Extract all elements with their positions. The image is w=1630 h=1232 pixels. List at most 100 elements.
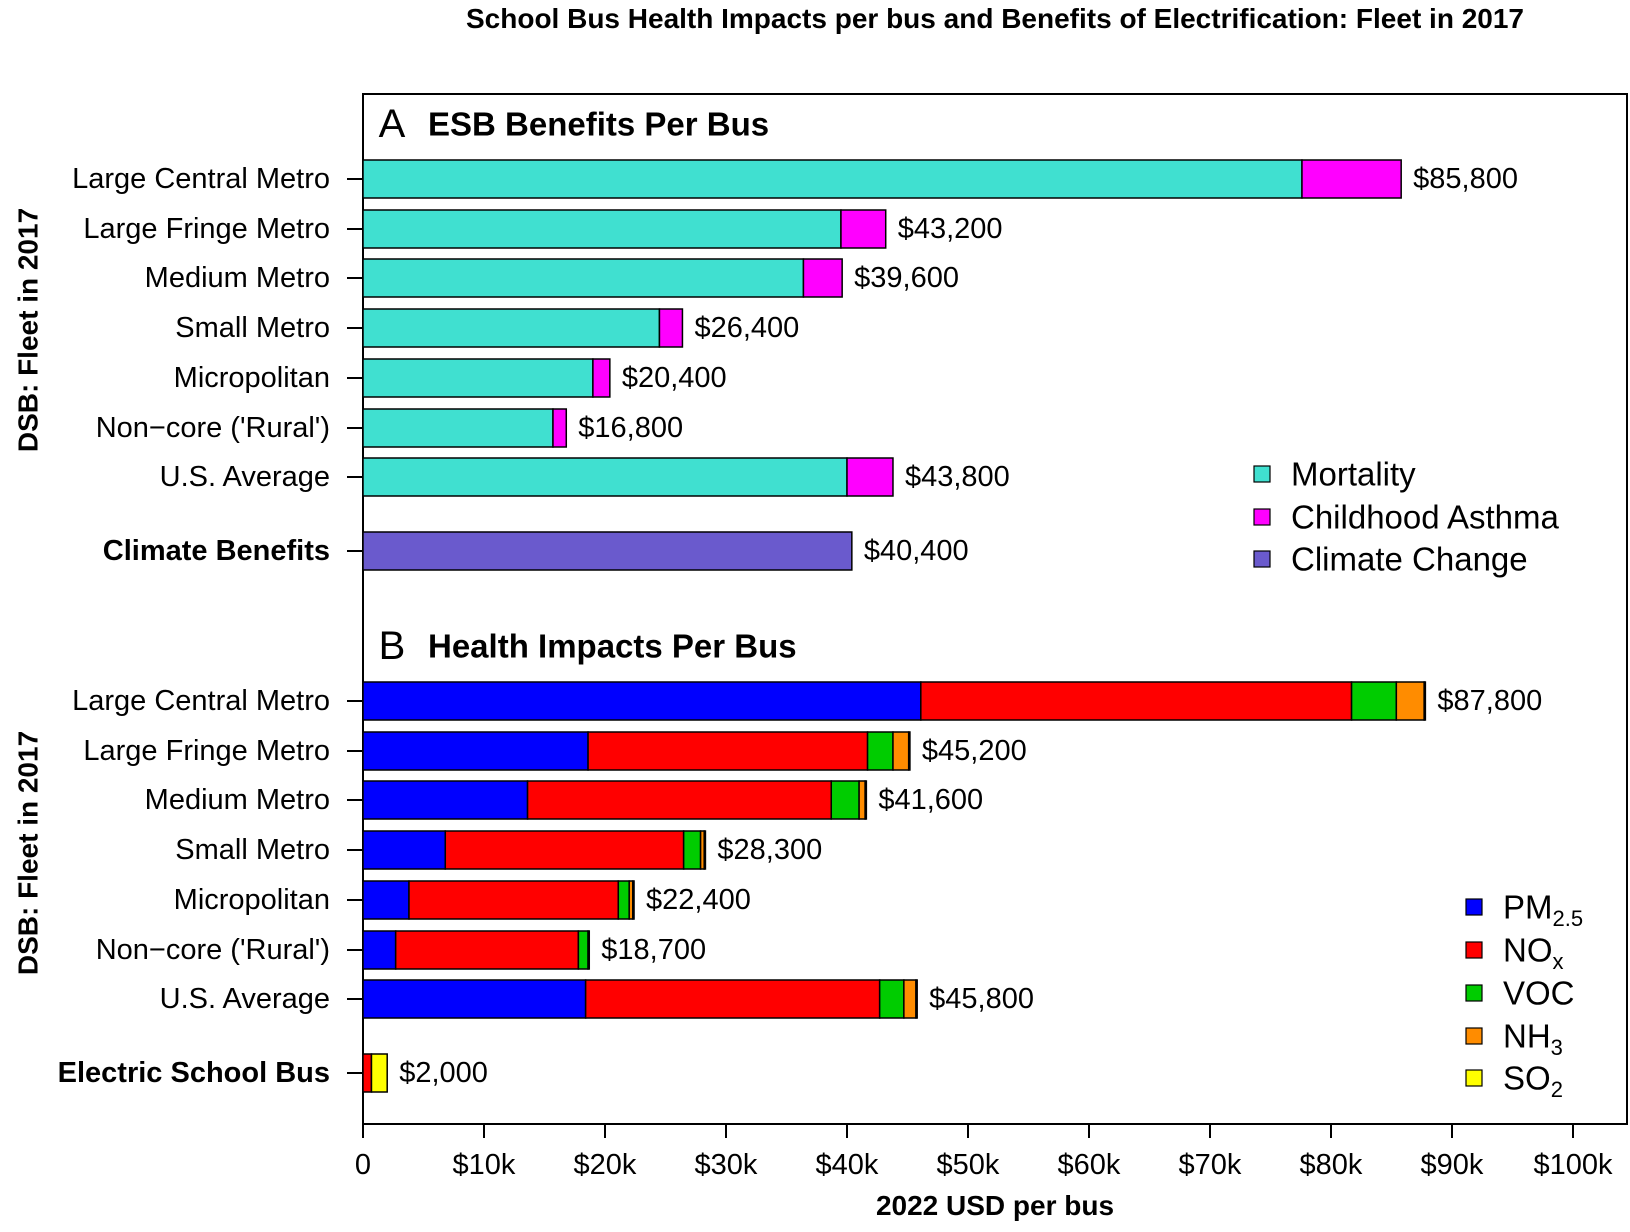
bar-segment [632, 880, 635, 920]
bar-segment [362, 258, 805, 298]
bar-row: Large Central Metro $85,800 [72, 159, 1518, 199]
bar-segment [526, 780, 833, 820]
panel-letter: A [379, 102, 406, 146]
legend-label: SO2 [1503, 1060, 1563, 1102]
bar-segment [362, 457, 848, 497]
bar-segment [584, 979, 881, 1019]
bar-row: Large Central Metro $87,800 [72, 681, 1542, 721]
category-label: Electric School Bus [58, 1057, 330, 1089]
bar-segment [552, 408, 568, 448]
x-tick-label: 0 [355, 1149, 371, 1181]
bar-segment [830, 780, 860, 820]
bar-segment [362, 830, 447, 870]
legend-item: NH3 [1465, 1018, 1563, 1060]
bar-row: Large Fringe Metro $43,200 [83, 209, 1003, 249]
bar-row: Climate Benefits $40,400 [103, 531, 969, 571]
bar-segment [1350, 681, 1398, 721]
category-label: Non−core ('Rural') [96, 934, 330, 966]
legend-item: VOC [1465, 975, 1575, 1012]
category-label: Large Fringe Metro [83, 735, 330, 767]
bar-segment [864, 780, 868, 820]
bar-row: Non−core ('Rural') $18,700 [96, 930, 706, 970]
legend-swatch [1465, 898, 1483, 916]
total-label: $87,800 [1437, 685, 1542, 717]
category-label: Micropolitan [174, 362, 330, 394]
legend-item: SO2 [1465, 1060, 1563, 1102]
x-tick-label: $30k [695, 1149, 758, 1181]
bar-segment [920, 681, 1353, 721]
total-label: $41,600 [878, 784, 983, 816]
bar-segment [362, 979, 587, 1019]
total-label: $43,800 [905, 461, 1010, 493]
legend-label: NOx [1503, 932, 1564, 974]
bar-row: Medium Metro $41,600 [145, 780, 983, 820]
bar-row: Non−core ('Rural') $16,800 [96, 408, 683, 448]
panels-layer: A ESB Benefits Per Bus DSB: Fleet in 2017 L… [13, 102, 1584, 1102]
bar-segment [362, 780, 529, 820]
bar-segment [362, 930, 397, 970]
x-tick-label: $50k [937, 1149, 1000, 1181]
total-label: $20,400 [622, 362, 727, 394]
total-label: $28,300 [717, 834, 822, 866]
bar-segment [362, 681, 922, 721]
total-label: $18,700 [601, 934, 706, 966]
bar-segment [892, 731, 910, 771]
legend-item: PM2.5 [1465, 889, 1583, 931]
panel-a: A ESB Benefits Per Bus DSB: Fleet in 2017 L… [13, 102, 1560, 578]
total-label: $26,400 [694, 312, 799, 344]
bar-row: U.S. Average $45,800 [160, 979, 1034, 1019]
bar-segment [362, 308, 661, 348]
legend-label: NH3 [1503, 1018, 1563, 1060]
legend-swatch [1465, 941, 1483, 959]
bar-segment [1301, 159, 1402, 199]
bar-segment [878, 979, 905, 1019]
bar-segment [362, 731, 589, 771]
category-label: Medium Metro [145, 784, 330, 816]
legend-label: PM2.5 [1503, 889, 1583, 931]
bar-segment [362, 159, 1303, 199]
legend-swatch [1253, 550, 1271, 568]
bar-segment [617, 880, 630, 920]
legend-item: Climate Change [1253, 541, 1528, 578]
bar-segment [846, 457, 894, 497]
bar-row: Medium Metro $39,600 [145, 258, 959, 298]
category-label: Large Central Metro [72, 163, 330, 195]
legend-swatch [1253, 465, 1271, 483]
bar-segment [577, 930, 589, 970]
legend-swatch [1465, 1027, 1483, 1045]
bar-segment [858, 780, 866, 820]
bar-segment [587, 930, 591, 970]
category-label: Medium Metro [145, 262, 330, 294]
bar-row: Small Metro $26,400 [175, 308, 799, 348]
bar-segment [682, 830, 702, 870]
bar-row: Micropolitan $20,400 [174, 358, 727, 398]
legend-swatch [1253, 508, 1271, 526]
bar-segment [840, 209, 887, 249]
legend-swatch [1465, 1069, 1483, 1087]
chart-title: School Bus Health Impacts per bus and Be… [466, 3, 1524, 34]
bar-segment [1423, 681, 1427, 721]
x-tick-label: $40k [816, 1149, 879, 1181]
x-axis-label: 2022 USD per bus [876, 1190, 1114, 1221]
x-tick-label: $20k [574, 1149, 637, 1181]
total-label: $22,400 [646, 884, 751, 916]
bar-row: Electric School Bus $2,000 [58, 1053, 488, 1093]
x-tick-label: $80k [1300, 1149, 1363, 1181]
panel-title: Health Impacts Per Bus [428, 628, 797, 665]
bar-segment [866, 731, 894, 771]
legend-swatch [1465, 984, 1483, 1002]
legend-label: Childhood Asthma [1291, 499, 1559, 536]
x-tick-label: $90k [1421, 1149, 1484, 1181]
bar-segment [1395, 681, 1425, 721]
legend-label: Mortality [1291, 456, 1416, 493]
category-label: Climate Benefits [103, 535, 330, 567]
bar-segment [444, 830, 685, 870]
bar-segment [394, 930, 580, 970]
total-label: $45,800 [929, 983, 1034, 1015]
x-tick-label: $70k [1179, 1149, 1242, 1181]
y-axis-label: DSB: Fleet in 2017 [13, 731, 44, 975]
bar-segment [362, 1053, 373, 1093]
bar-segment [362, 531, 853, 571]
bar-segment [802, 258, 843, 298]
